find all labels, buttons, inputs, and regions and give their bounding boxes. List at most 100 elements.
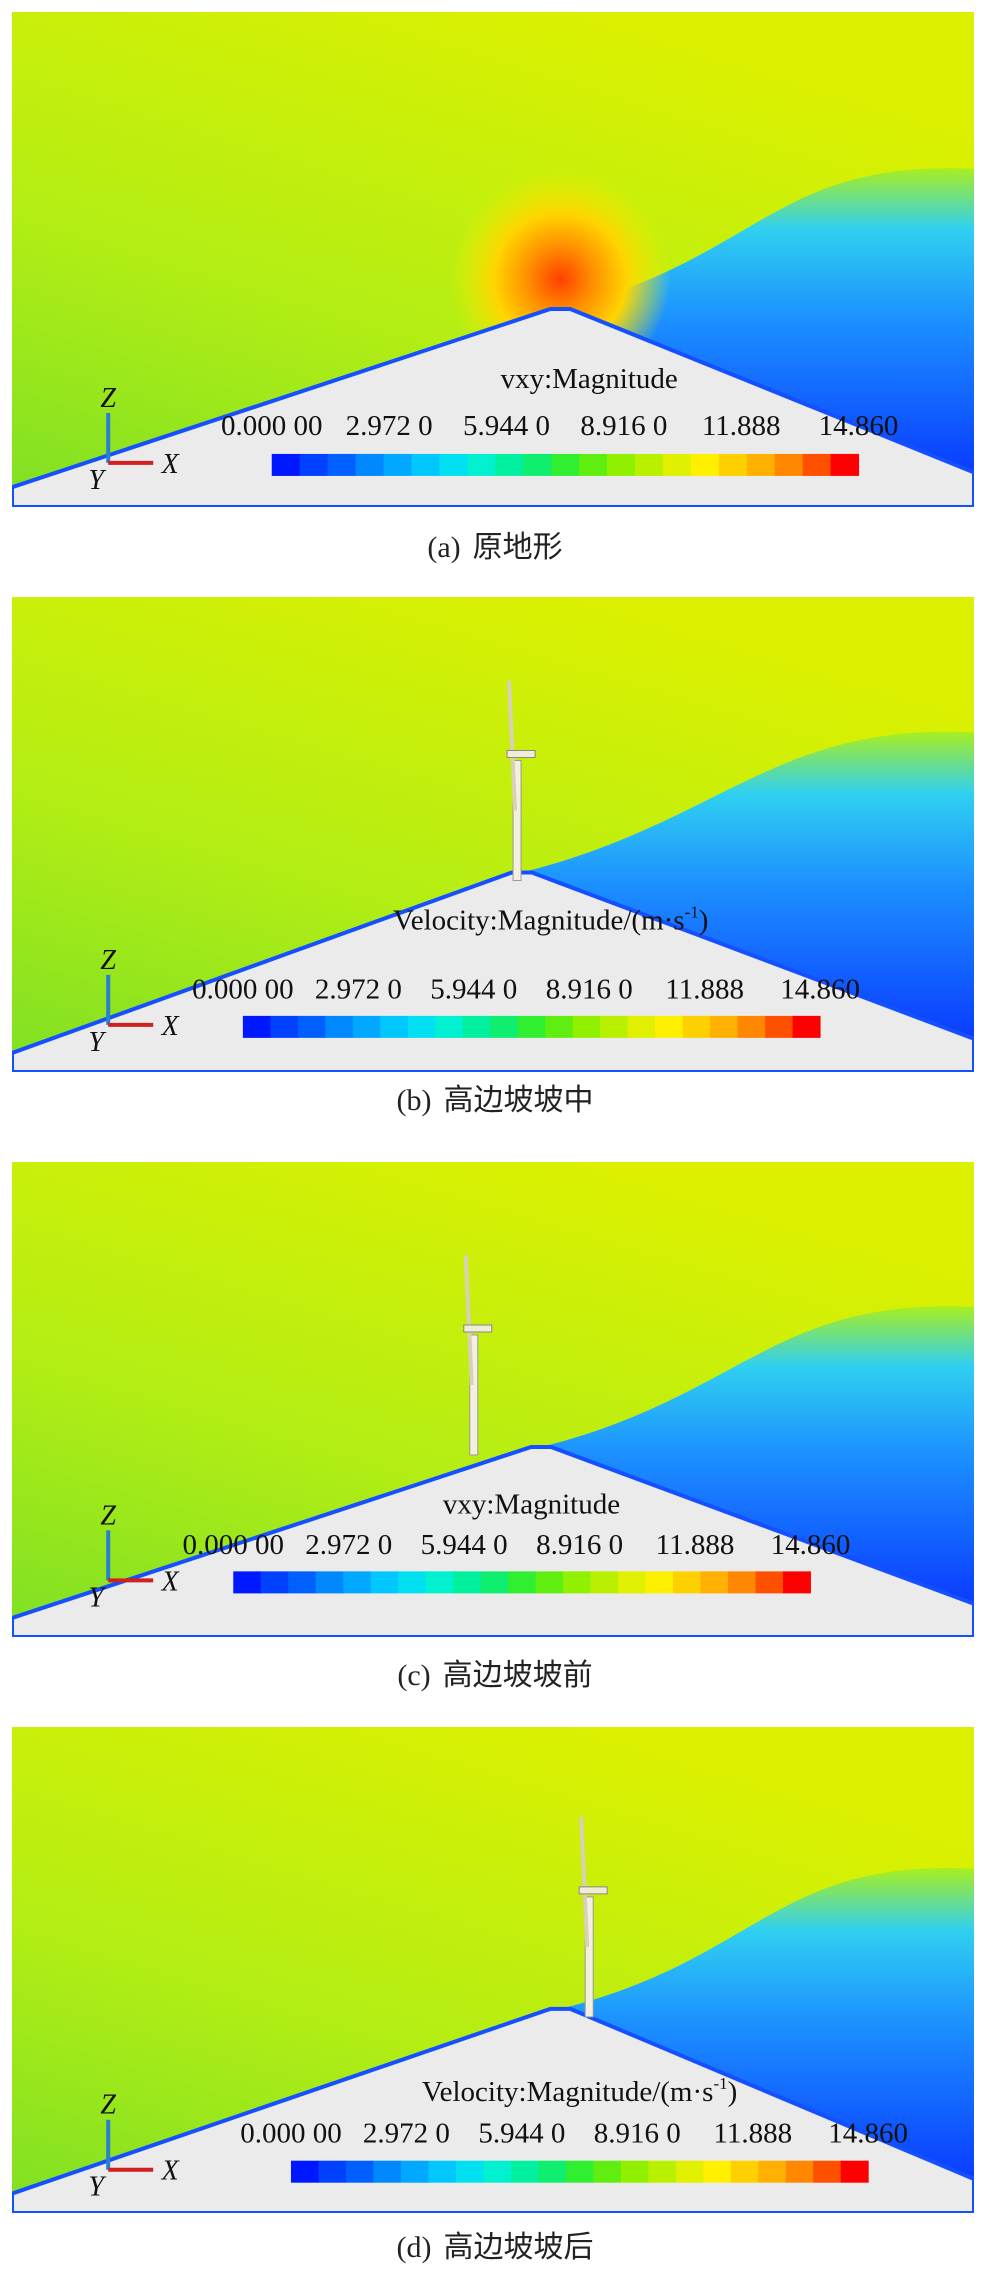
colorbar-swatch [813,2160,842,2183]
axis-label-x: X [161,2156,180,2187]
colorbar-swatch [737,1015,766,1038]
turbine-hub [506,750,536,758]
legend-title-end: ) [699,905,709,937]
colorbar-swatch [710,1015,739,1038]
axis-label-x: X [161,1566,180,1597]
colorbar-swatch [840,2160,869,2183]
legend-title-text: Velocity:Magnitude/(m·s [393,905,685,937]
caption-text: 原地形 [472,531,563,564]
colorbar-swatch [380,1015,409,1038]
turbine-tower [469,1334,479,1456]
colorbar-swatch [400,2160,429,2183]
caption-text: 高边坡坡前 [442,1659,593,1692]
colorbar-swatch [792,1015,821,1038]
colorbar-swatch [645,1571,674,1594]
colorbar-swatch [343,1571,372,1594]
colorbar-swatch [830,453,860,476]
turbine-tower [584,1896,594,2018]
contour-panel: vxy:Magnitude 0.000 00 2.972 0 5.944 0 8.916… [12,1162,974,1637]
colorbar-swatch [455,2160,484,2183]
colorbar-swatch [728,1571,756,1594]
colorbar-swatch [325,1015,354,1038]
legend-title: Velocity:Magnitude/(m·s-1) [393,903,708,937]
colorbar-swatch [318,2160,347,2183]
caption: (b) 高边坡坡中 [0,1075,990,1119]
colorbar-swatch [635,453,664,476]
colorbar-swatch [607,453,636,476]
colorbar-swatch [620,2160,649,2183]
colorbar-swatch [428,2160,457,2183]
colorbar-swatch [572,1015,601,1038]
colorbar-swatch [425,1571,454,1594]
wake [560,1868,974,2179]
colorbar-swatch [746,453,776,476]
colorbar-swatch [297,1015,326,1038]
caption: (d) 高边坡坡后 [0,2222,990,2266]
wake [541,1306,974,1604]
axis-label-z: Z [100,383,116,414]
colorbar-swatch [690,453,720,476]
colorbar-swatch [242,1015,271,1038]
turbine-hub [578,1886,608,1895]
colorbar-swatch [782,1571,811,1594]
caption: (a) 原地形 [0,522,990,566]
colorbar-swatch [299,453,329,476]
colorbar-swatch [345,2160,374,2183]
axis-label-y: Y [88,1582,107,1613]
colorbar-swatch [327,453,357,476]
turbine-blade [463,1254,474,1386]
colorbar-swatch [510,2160,539,2183]
colorbar-tick-label: 8.916 0 [580,410,667,442]
colorbar-swatch [495,453,524,476]
caption: (c) 高边坡坡前 [0,1650,990,1694]
legend-title: vxy:Magnitude [443,1489,620,1521]
colorbar-swatch [467,453,496,476]
colorbar-swatch [700,1571,729,1594]
colorbar-swatch [271,453,301,476]
colorbar-swatch [565,2160,594,2183]
caption-label: (b) [396,1084,432,1117]
colorbar-swatch [758,2160,787,2183]
colorbar-tick-label: 5.944 0 [430,973,517,1005]
turbine-blade [507,680,518,811]
legend-title-text: vxy:Magnitude [443,1489,620,1521]
colorbar-swatch [490,1015,519,1038]
colorbar-swatch [260,1571,289,1594]
axis-label-y: Y [88,2172,107,2203]
colorbar-tick-label: 0.000 00 [221,410,323,442]
axis-label-y: Y [88,465,107,496]
colorbar-swatch [508,1571,537,1594]
colorbar-tick-label: 14.860 [780,973,860,1005]
caption-label: (d) [396,2231,432,2264]
legend-title-end: ) [728,2076,738,2108]
colorbar-tick-label: 11.888 [656,1529,735,1561]
contour-panel: vxy:Magnitude 0.000 00 2.972 0 5.944 0 8.916… [12,12,974,507]
colorbar-swatch [523,453,552,476]
caption-label: (c) [397,1659,431,1692]
legend-title-text: vxy:Magnitude [501,363,678,395]
colorbar-swatch [270,1015,299,1038]
colorbar-swatch [600,1015,629,1038]
colorbar-swatch [802,453,832,476]
contour-panel: Velocity:Magnitude/(m·s-1) 0.000 00 2.972 … [12,597,974,1072]
colorbar-swatch [551,453,580,476]
axis-label-y: Y [88,1027,107,1058]
colorbar-tick-label: 2.972 0 [363,2118,450,2150]
colorbar-swatch [352,1015,381,1038]
colorbar-tick-label: 0.000 00 [183,1529,285,1561]
colorbar-swatch [398,1571,427,1594]
colorbar-tick-label: 5.944 0 [478,2118,565,2150]
colorbar-swatch [655,1015,684,1038]
colorbar-tick-label: 14.860 [819,410,899,442]
colorbar-swatch [483,2160,512,2183]
colorbar-swatch [703,2160,732,2183]
colorbar-tick-label: 0.000 00 [240,2118,342,2150]
colorbar-tick-label: 11.888 [665,973,744,1005]
legend-title-sup: -1 [685,903,699,922]
colorbar-swatch [535,1571,564,1594]
wake [560,168,974,473]
colorbar-swatch [288,1571,317,1594]
colorbar-tick-label: 11.888 [702,410,781,442]
colorbar-swatch [730,2160,759,2183]
colorbar-swatch [355,453,385,476]
